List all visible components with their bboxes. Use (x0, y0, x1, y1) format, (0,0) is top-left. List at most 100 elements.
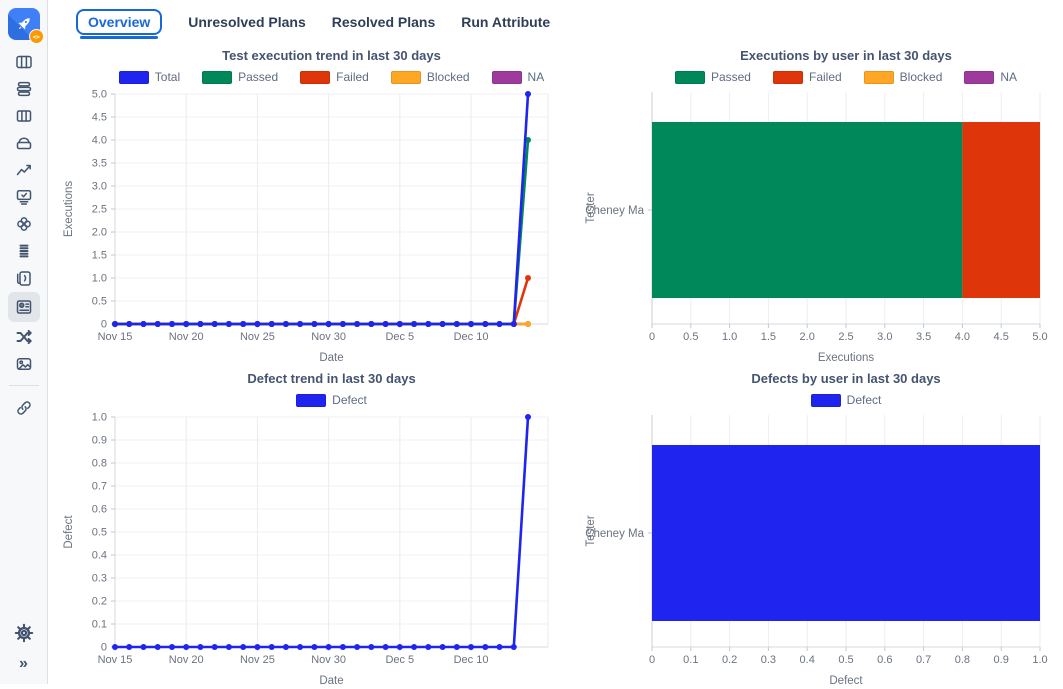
svg-text:2.5: 2.5 (92, 204, 107, 216)
svg-text:Executions: Executions (63, 181, 75, 238)
tab-bar: Overview Unresolved Plans Resolved Plans… (48, 0, 1063, 43)
legend-item-defect[interactable]: Defect (810, 393, 882, 407)
legend-item-blocked[interactable]: Blocked (390, 70, 470, 84)
tab-overview[interactable]: Overview (76, 9, 163, 39)
versions-icon (16, 270, 31, 286)
columns-icon (16, 109, 31, 122)
tab-resolved-plans[interactable]: Resolved Plans (331, 14, 436, 30)
legend-label: Passed (710, 70, 751, 84)
svg-text:0.6: 0.6 (877, 654, 892, 666)
svg-text:4.0: 4.0 (955, 331, 970, 343)
legend-item-passed[interactable]: Passed (202, 70, 278, 84)
defects-by-user-chart-canvas[interactable]: 0 0.1 0.2 0.3 0.4 0.5 0.6 0.7 0.8 0.9 1.0 Cheney Ma… (582, 409, 1052, 689)
svg-text:3.0: 3.0 (877, 331, 892, 343)
svg-text:1.0: 1.0 (722, 331, 737, 343)
legend-label: NA (527, 70, 545, 84)
sidebar-item-link[interactable] (8, 394, 40, 421)
defect-trend-chart-canvas[interactable]: 0 0.1 0.2 0.3 0.4 0.5 0.6 0.7 0.8 0.9 1.0 Nov 15 Nov… (60, 409, 560, 689)
svg-text:Executions: Executions (818, 352, 875, 364)
link-icon (16, 400, 31, 415)
sidebar-item-clover[interactable] (8, 210, 40, 237)
sidebar-divider (8, 385, 39, 386)
svg-text:0: 0 (101, 319, 107, 331)
rows-icon (19, 244, 28, 257)
chart-title: Test execution trend in last 30 days (222, 48, 441, 63)
legend-label: Defect (332, 393, 367, 407)
legend-item-failed[interactable]: Failed (300, 70, 369, 84)
sidebar-item-rows[interactable] (8, 237, 40, 264)
legend-item-na[interactable]: NA (491, 70, 545, 84)
sidebar-item-report[interactable] (7, 292, 40, 322)
legend-label: Blocked (426, 70, 470, 84)
sidebar-item-versions[interactable] (8, 264, 40, 291)
legend-item-passed[interactable]: Passed (674, 70, 751, 84)
svg-text:3.5: 3.5 (92, 158, 107, 170)
legend-item-na[interactable]: NA (964, 70, 1017, 84)
svg-text:2.0: 2.0 (800, 331, 815, 343)
sidebar-item-columns[interactable] (8, 102, 40, 129)
chart-card-executions-by-user: Executions by user in last 30 days Passe… (582, 43, 1063, 366)
svg-text:Nov 30: Nov 30 (311, 331, 346, 343)
svg-text:Defect: Defect (63, 515, 75, 549)
legend-label: Defect (846, 393, 882, 407)
svg-text:0.2: 0.2 (92, 596, 107, 608)
svg-text:1.0: 1.0 (92, 412, 107, 424)
svg-text:0.8: 0.8 (92, 458, 107, 470)
executions-by-user-chart-canvas[interactable]: 0 0.5 1.0 1.5 2.0 2.5 3.0 3.5 4.0 4.5 5.0 Cheney Ma… (582, 86, 1052, 366)
svg-text:Date: Date (319, 352, 343, 364)
sidebar-item-boards[interactable] (8, 48, 40, 75)
legend-label: NA (1000, 70, 1018, 84)
legend-item-defect[interactable]: Defect (296, 393, 367, 407)
rocket-icon (18, 18, 30, 30)
sidebar-item-stack[interactable] (8, 75, 40, 102)
svg-text:0.4: 0.4 (800, 654, 815, 666)
svg-text:Dec 5: Dec 5 (385, 331, 414, 343)
sidebar-item-tray[interactable] (8, 129, 40, 156)
svg-text:0: 0 (649, 331, 655, 343)
svg-text:1.0: 1.0 (92, 273, 107, 285)
legend-item-blocked[interactable]: Blocked (863, 70, 942, 84)
svg-text:4.5: 4.5 (92, 112, 107, 124)
svg-text:0.7: 0.7 (92, 481, 107, 493)
svg-text:5.0: 5.0 (92, 89, 107, 101)
svg-text:0: 0 (101, 642, 107, 654)
svg-text:0.1: 0.1 (683, 654, 698, 666)
svg-text:4.5: 4.5 (994, 331, 1009, 343)
sidebar-settings-button[interactable] (8, 619, 40, 646)
legend-swatch-failed (772, 70, 803, 84)
sidebar-item-image[interactable] (8, 350, 40, 377)
legend-item-total[interactable]: Total (118, 70, 180, 84)
chart-legend: Passed Failed Blocked NA (640, 69, 1052, 85)
svg-text:0.5: 0.5 (838, 654, 853, 666)
tab-unresolved-plans[interactable]: Unresolved Plans (188, 14, 306, 30)
svg-text:2.0: 2.0 (92, 227, 107, 239)
svg-text:0.5: 0.5 (92, 296, 107, 308)
app-logo[interactable]: <> (7, 8, 44, 44)
chart-card-execution-trend: Test execution trend in last 30 days Tot… (60, 43, 582, 366)
sidebar-item-shuffle[interactable] (8, 323, 40, 350)
svg-text:Nov 30: Nov 30 (311, 654, 346, 666)
svg-text:Dec 10: Dec 10 (454, 331, 489, 343)
svg-text:0.6: 0.6 (92, 504, 107, 516)
svg-text:1.0: 1.0 (1032, 654, 1047, 666)
svg-text:2.5: 2.5 (838, 331, 853, 343)
legend-item-failed[interactable]: Failed (772, 70, 842, 84)
svg-text:Dec 10: Dec 10 (454, 654, 489, 666)
trend-chart-icon (16, 164, 31, 175)
legend-label: Failed (336, 70, 369, 84)
collapse-sidebar-icon[interactable]: » (19, 655, 28, 672)
tab-run-attribute[interactable]: Run Attribute (461, 14, 551, 30)
svg-text:3.5: 3.5 (916, 331, 931, 343)
svg-text:0.1: 0.1 (92, 619, 107, 631)
logo-dev-badge: <> (28, 29, 44, 44)
chart-title: Executions by user in last 30 days (740, 48, 952, 63)
svg-text:0.7: 0.7 (916, 654, 931, 666)
sidebar-item-trend[interactable] (8, 156, 40, 183)
sidebar-item-monitor[interactable] (8, 183, 40, 210)
chart-card-defect-trend: Defect trend in last 30 days Defect 0 0.1… (60, 366, 582, 689)
svg-text:Defect: Defect (829, 675, 863, 687)
svg-text:0.4: 0.4 (92, 550, 107, 562)
execution-trend-chart-canvas[interactable]: 0 0.5 1.0 1.5 2.0 2.5 3.0 3.5 4.0 4.5 5.0 Nov 15 Nov… (60, 86, 560, 366)
svg-text:Dec 5: Dec 5 (385, 654, 414, 666)
